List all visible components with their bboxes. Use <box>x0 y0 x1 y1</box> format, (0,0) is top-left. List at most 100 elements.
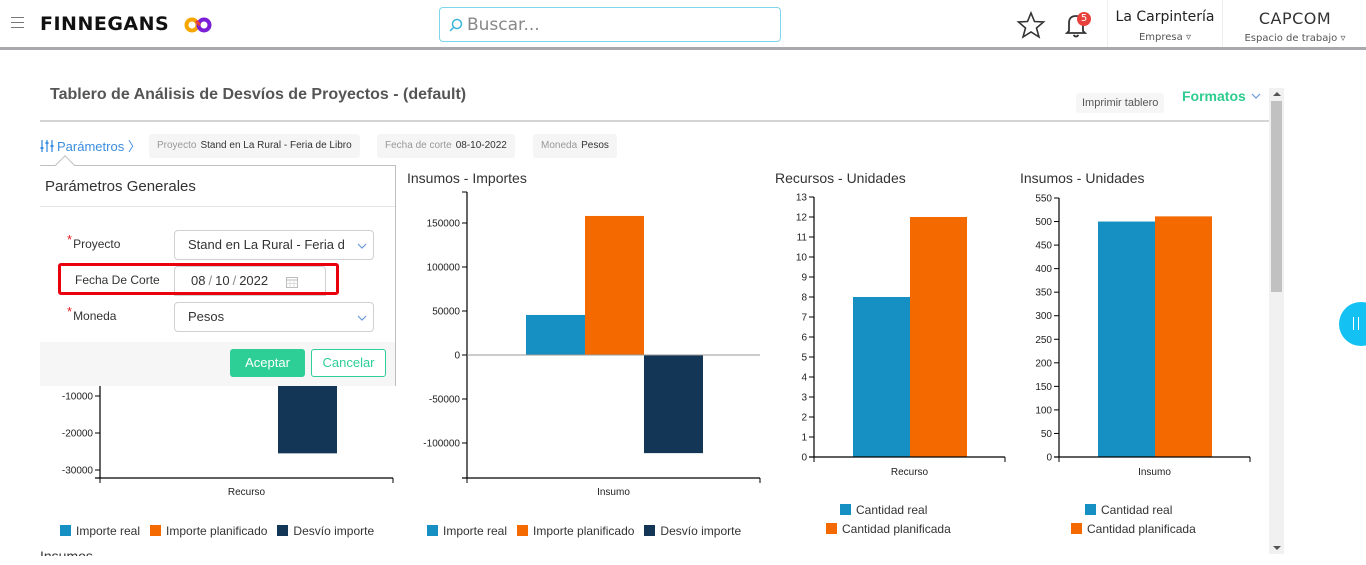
legend-label: Importe real <box>443 524 508 538</box>
y-tick-label: 11 <box>797 233 808 244</box>
bar-cantidad-planificada <box>910 217 967 457</box>
legend-item[interactable]: Importe planificado <box>150 524 267 538</box>
y-tick-label: 2 <box>801 413 807 424</box>
legend-label: Desvío importe <box>293 524 375 538</box>
legend-label: Cantidad planificada <box>842 522 951 536</box>
y-tick-label: -20000 <box>62 429 94 440</box>
search-icon <box>449 18 463 32</box>
legend-item[interactable]: Importe planificado <box>517 524 634 538</box>
chart-svg: 150000 100000 50000 0 -50000 -100000 Insumo <box>423 191 761 498</box>
date-month[interactable]: 08 <box>191 273 206 288</box>
legend-swatch <box>644 525 656 536</box>
legend-label: Desvío importe <box>660 524 742 538</box>
chip-key: Fecha de corte <box>385 140 452 151</box>
y-tick-label: 150 <box>1035 382 1052 393</box>
accept-button[interactable]: Aceptar <box>230 349 305 377</box>
legend-item[interactable]: Importe real <box>60 524 140 538</box>
moneda-label-text: Moneda <box>73 309 117 323</box>
y-tick-label: 100 <box>1035 405 1052 416</box>
y-tick-label: 0 <box>801 453 807 464</box>
legend-item[interactable]: Cantidad planificada <box>826 522 1016 536</box>
chip-value: Pesos <box>581 140 609 151</box>
popover-caret <box>55 155 75 175</box>
y-tick-label: 50000 <box>432 307 460 318</box>
chip-fecha-corte: Fecha de corte 08-10-2022 <box>377 134 515 158</box>
bar-cantidad-real <box>853 297 910 457</box>
legend-label: Cantidad real <box>856 503 928 517</box>
legend-swatch <box>1085 504 1096 515</box>
y-tick-label: 450 <box>1035 241 1052 252</box>
y-tick-label: 10 <box>796 253 808 264</box>
brand-infinity-icon <box>184 17 212 33</box>
company-label: Empresa <box>1138 32 1183 43</box>
search-input[interactable] <box>467 13 767 37</box>
y-tick-label: 0 <box>1046 453 1052 464</box>
y-tick-label: 3 <box>801 393 807 404</box>
chart-legend: Cantidad real Cantidad planificada <box>1071 503 1271 541</box>
caret-down-icon: ▿ <box>1185 32 1191 43</box>
scroll-up-arrow-icon[interactable] <box>1273 92 1281 96</box>
page-title: Tablero de Análisis de Desvíos de Proyec… <box>50 86 467 103</box>
hamburger-icon[interactable] <box>11 17 24 29</box>
date-year[interactable]: 2022 <box>239 273 269 288</box>
legend-swatch <box>517 525 529 536</box>
x-category-label: Recurso <box>228 487 266 498</box>
scrollbar-thumb[interactable] <box>1271 101 1282 292</box>
parameters-toggle[interactable]: Parámetros 〉 <box>40 136 141 155</box>
workspace-selector[interactable]: CAPCOM Espacio de trabajo ▿ <box>1224 0 1366 47</box>
legend-item[interactable]: Desvío importe <box>277 524 374 538</box>
fecha-corte-date-input[interactable]: 08/10/2022 <box>174 266 326 296</box>
legend-item[interactable]: Cantidad real <box>840 503 1016 517</box>
date-day[interactable]: 10 <box>215 273 230 288</box>
y-tick-label: 4 <box>801 373 807 384</box>
y-tick-label: -100000 <box>423 439 460 450</box>
bar-desv-o-importe <box>644 355 703 454</box>
side-panel-toggle-button[interactable] <box>1339 302 1366 346</box>
vertical-scrollbar[interactable] <box>1269 88 1284 554</box>
legend-swatch <box>826 523 837 534</box>
parameters-label: Parámetros <box>57 139 125 154</box>
legend-item[interactable]: Cantidad real <box>1085 503 1261 517</box>
moneda-value: Pesos <box>188 309 225 324</box>
proyecto-value: Stand en La Rural - Feria d <box>188 237 345 252</box>
legend-label: Importe real <box>76 524 141 538</box>
calendar-icon[interactable] <box>286 276 298 288</box>
y-tick-label: -10000 <box>62 392 94 403</box>
chevron-down-icon[interactable] <box>1251 91 1261 101</box>
favorites-star-icon[interactable] <box>1016 10 1046 40</box>
legend-label: Cantidad planificada <box>1087 522 1196 536</box>
bar-cantidad-planificada <box>1155 216 1212 457</box>
y-tick-label: 0 <box>454 351 460 362</box>
formats-dropdown[interactable]: Formatos <box>1182 88 1246 104</box>
legend-swatch <box>1071 523 1082 534</box>
legend-item[interactable]: Importe real <box>427 524 507 538</box>
bar-importe-planificado <box>585 215 644 355</box>
y-tick-label: 8 <box>801 293 807 304</box>
chevron-right-icon: 〉 <box>127 139 141 154</box>
legend-item[interactable]: Desvío importe <box>644 524 741 538</box>
chip-value: Stand en La Rural - Feria de Libro <box>200 140 352 151</box>
moneda-select[interactable]: Pesos <box>174 302 374 332</box>
chip-moneda: Moneda Pesos <box>533 134 617 158</box>
chip-key: Proyecto <box>157 140 197 151</box>
required-asterisk: * <box>67 232 73 247</box>
brand-logo[interactable]: FINNEGANS <box>40 13 170 35</box>
workspace-name: CAPCOM <box>1258 9 1332 28</box>
y-tick-label: 13 <box>796 193 808 204</box>
company-selector[interactable]: La Carpintería Empresa ▿ <box>1107 0 1223 47</box>
y-tick-label: 200 <box>1035 358 1052 369</box>
workspace-label: Espacio de trabajo <box>1244 33 1338 44</box>
y-tick-label: 12 <box>796 213 808 224</box>
chip-proyecto: Proyecto Stand en La Rural - Feria de Lib… <box>149 134 360 158</box>
cancel-button[interactable]: Cancelar <box>311 349 386 377</box>
sliders-icon <box>40 140 54 152</box>
scroll-down-arrow-icon[interactable] <box>1273 546 1281 550</box>
legend-swatch <box>60 525 71 536</box>
print-dashboard-button[interactable]: Imprimir tablero <box>1076 93 1165 113</box>
search-box[interactable] <box>439 7 781 42</box>
divider <box>40 206 395 207</box>
proyecto-select[interactable]: Stand en La Rural - Feria d <box>174 230 374 260</box>
y-tick-label: 150000 <box>427 219 461 230</box>
legend-item[interactable]: Cantidad planificada <box>1071 522 1261 536</box>
